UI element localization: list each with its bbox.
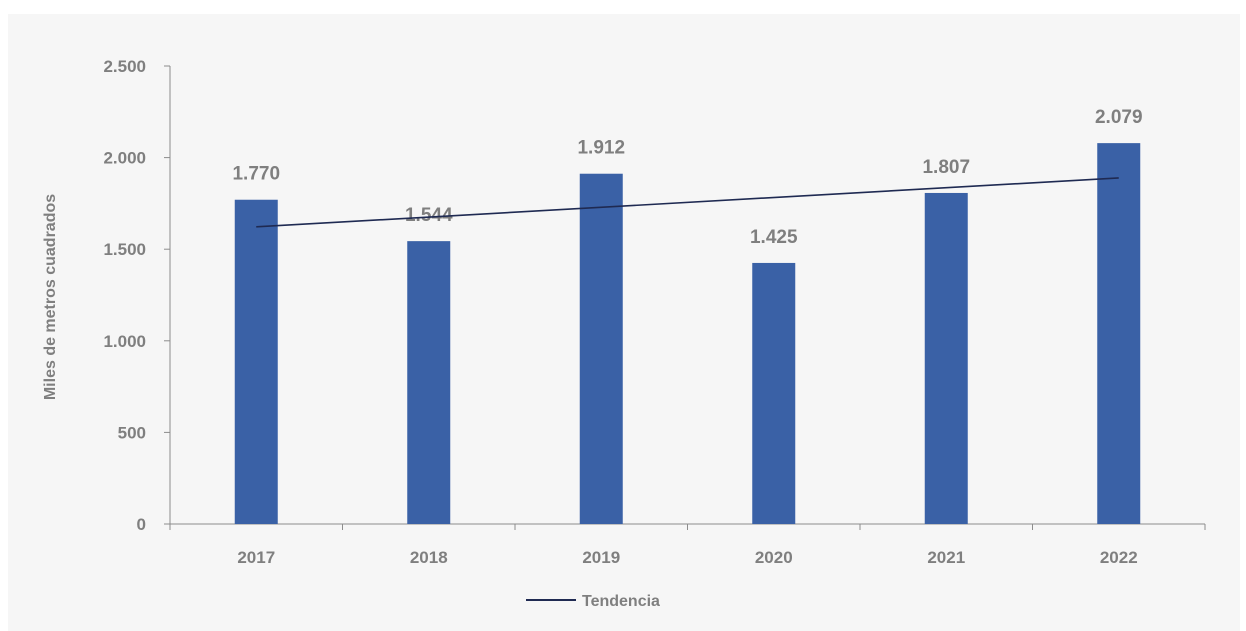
y-tick-label: 2.500 — [103, 57, 146, 76]
bar-2018 — [407, 241, 451, 524]
bar-2020 — [752, 262, 796, 524]
x-tick-label: 2021 — [927, 548, 965, 567]
y-axis-title: Miles de metros cuadrados — [42, 194, 59, 400]
y-tick-label: 0 — [137, 515, 146, 534]
data-label-2022: 2.079 — [1095, 107, 1143, 128]
y-tick-label: 500 — [118, 423, 146, 442]
data-label-2018: 1.544 — [405, 205, 453, 226]
bars — [234, 143, 1141, 525]
bar-2022 — [1097, 143, 1141, 524]
bar-2021 — [924, 192, 968, 525]
y-tick-label: 1.500 — [103, 240, 146, 259]
data-label-2017: 1.770 — [232, 164, 280, 185]
y-tick-label: 1.000 — [103, 332, 146, 351]
x-tick-label: 2017 — [237, 548, 275, 567]
chart-panel — [8, 14, 1240, 631]
data-label-2020: 1.425 — [750, 227, 798, 248]
x-tick-label: 2018 — [410, 548, 448, 567]
y-axis: 0 500 1.000 1.500 2.000 2.500 — [103, 57, 171, 534]
bar-2019 — [579, 173, 623, 524]
x-axis: 2017 2018 2019 2020 2021 2022 — [169, 523, 1206, 567]
data-labels: 1.770 1.544 1.912 1.425 1.807 2.079 — [232, 107, 1142, 248]
data-label-2019: 1.912 — [577, 138, 625, 159]
legend-label-tendencia: Tendencia — [582, 593, 660, 610]
bar-2017 — [234, 199, 278, 524]
y-tick-label: 2.000 — [103, 149, 146, 168]
trendline — [256, 177, 1119, 228]
legend: Tendencia — [526, 593, 660, 610]
trendline-group — [256, 177, 1119, 228]
x-tick-label: 2020 — [755, 548, 793, 567]
data-label-2021: 1.807 — [922, 157, 970, 178]
x-tick-label: 2022 — [1100, 548, 1138, 567]
x-tick-label: 2019 — [582, 548, 620, 567]
